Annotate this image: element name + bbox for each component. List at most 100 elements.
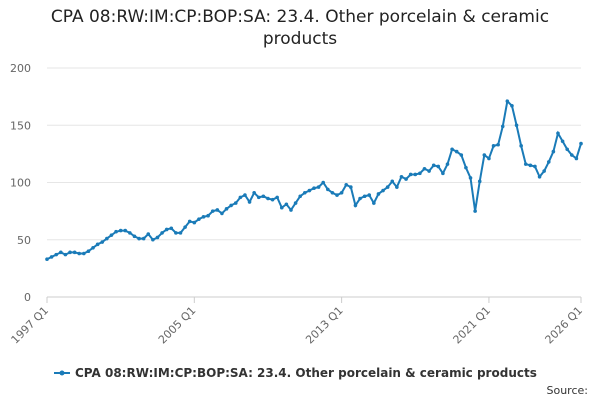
- point: [491, 144, 496, 148]
- point: [114, 229, 118, 234]
- x-tick-label: 2026 Q1: [543, 304, 586, 347]
- y-tick-label: 0: [24, 291, 31, 304]
- point: [109, 233, 114, 237]
- point: [551, 149, 556, 154]
- point: [441, 171, 445, 176]
- point: [560, 139, 565, 144]
- point: [413, 172, 418, 177]
- point: [100, 240, 105, 244]
- y-tick-label: 100: [10, 177, 31, 190]
- point: [128, 231, 132, 235]
- point: [436, 164, 441, 169]
- point: [160, 231, 164, 235]
- point: [77, 251, 82, 256]
- source: Source:: [547, 384, 589, 397]
- legend-label: CPA 08:RW:IM:CP:BOP:SA: 23.4. Other porc…: [75, 366, 537, 380]
- point: [123, 228, 128, 233]
- point: [151, 237, 155, 242]
- point: [192, 220, 197, 225]
- point: [464, 165, 468, 170]
- point: [335, 193, 339, 197]
- point: [118, 228, 123, 233]
- point: [459, 153, 464, 157]
- point: [500, 124, 505, 129]
- x-tick-label: 2021 Q1: [451, 304, 494, 347]
- point: [86, 249, 91, 253]
- point: [496, 142, 500, 147]
- point: [229, 203, 233, 208]
- point: [146, 232, 151, 236]
- y-tick-label: 150: [10, 119, 31, 132]
- point: [72, 250, 77, 255]
- point: [450, 147, 454, 152]
- point: [482, 153, 487, 157]
- point: [224, 207, 229, 211]
- point: [565, 147, 569, 152]
- point: [445, 162, 450, 166]
- point: [542, 169, 546, 173]
- point: [427, 169, 431, 173]
- point: [293, 201, 298, 205]
- point: [82, 251, 86, 256]
- point: [579, 141, 583, 146]
- point: [164, 227, 169, 232]
- point: [201, 215, 206, 219]
- y-tick-label: 50: [17, 234, 31, 247]
- point: [298, 194, 302, 199]
- point: [362, 194, 367, 199]
- point: [54, 252, 59, 257]
- point: [141, 236, 146, 241]
- point: [45, 257, 49, 262]
- point: [454, 149, 459, 154]
- point: [197, 217, 201, 221]
- point: [183, 225, 187, 229]
- point: [59, 250, 63, 255]
- x-tick-label: 1997 Q1: [9, 304, 52, 347]
- point: [243, 193, 247, 197]
- point: [279, 205, 284, 210]
- chart-title: CPA 08:RW:IM:CP:BOP:SA: 23.4. Other porc…: [50, 7, 550, 49]
- point: [238, 195, 243, 200]
- point: [326, 187, 330, 192]
- point: [321, 180, 326, 185]
- point: [546, 160, 551, 164]
- point: [256, 195, 261, 200]
- point: [505, 99, 510, 104]
- point: [510, 103, 514, 108]
- point: [174, 231, 178, 235]
- point: [358, 196, 362, 201]
- point: [404, 177, 408, 181]
- point: [91, 245, 95, 250]
- point: [372, 201, 376, 205]
- point: [399, 174, 404, 179]
- y-tick-label: 200: [10, 62, 31, 75]
- point: [523, 162, 528, 166]
- point: [556, 131, 560, 136]
- point: [206, 213, 210, 218]
- point: [137, 236, 141, 241]
- point: [418, 171, 422, 176]
- point: [528, 163, 533, 168]
- point: [395, 185, 399, 189]
- point: [339, 191, 344, 195]
- point: [49, 255, 54, 259]
- point: [408, 172, 413, 177]
- point: [155, 235, 160, 240]
- point: [514, 123, 519, 128]
- point: [569, 153, 574, 157]
- point: [316, 185, 321, 189]
- point: [302, 191, 307, 195]
- point: [68, 250, 72, 255]
- point: [132, 234, 137, 239]
- point: [252, 191, 256, 195]
- legend-marker: [59, 370, 65, 376]
- point: [385, 185, 390, 189]
- point: [330, 191, 335, 195]
- point: [270, 197, 275, 202]
- point: [473, 209, 477, 213]
- point: [574, 156, 579, 161]
- point: [210, 209, 215, 213]
- point: [349, 185, 353, 189]
- point: [312, 186, 316, 191]
